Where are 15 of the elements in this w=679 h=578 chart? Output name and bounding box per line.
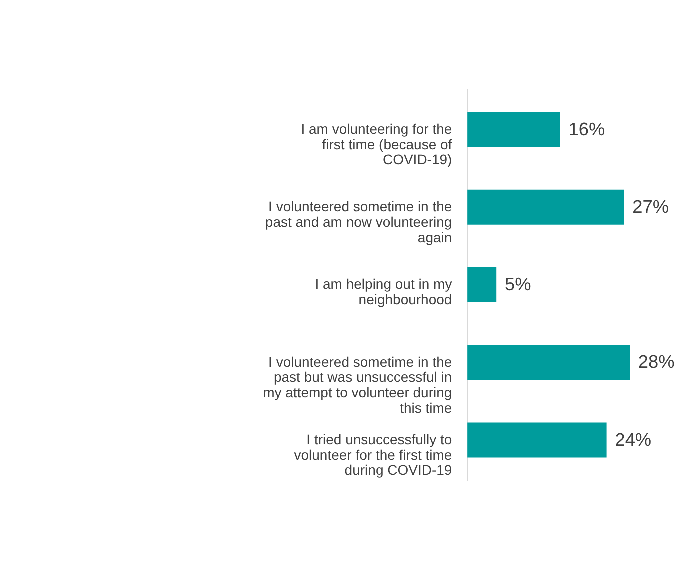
- data-label: 27%: [632, 196, 670, 217]
- bar: [468, 422, 607, 458]
- bar: [468, 112, 560, 148]
- y-tick-label: I volunteered sometime in the past and am now volunteering again: [265, 198, 452, 246]
- y-tick-label: I am helping out in my neighbourhood: [315, 276, 452, 308]
- bar: [468, 268, 497, 302]
- bar: [468, 190, 624, 225]
- y-tick-label: I tried unsuccessfully to volunteer for the first time during COVID-19: [294, 431, 452, 478]
- y-tick-label: I am volunteering for the first time (because of COVID-19): [301, 120, 452, 168]
- data-label: 24%: [615, 430, 652, 450]
- data-label: 16%: [568, 119, 606, 140]
- data-label: 28%: [638, 352, 675, 372]
- y-tick-label: I volunteered sometime in the past but was unsuccessful in my attempt to volunteer during this time: [263, 354, 452, 416]
- bar: [468, 345, 630, 380]
- data-label: 5%: [505, 274, 532, 295]
